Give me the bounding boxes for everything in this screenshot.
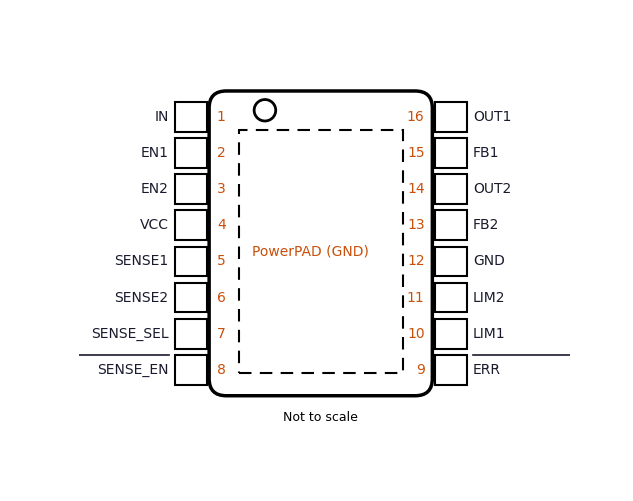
Text: 9: 9 <box>416 363 425 377</box>
Bar <box>435 355 467 385</box>
Text: GND: GND <box>473 255 505 269</box>
FancyBboxPatch shape <box>209 91 432 396</box>
Bar <box>175 283 206 313</box>
Text: LIM1: LIM1 <box>473 327 506 341</box>
Bar <box>175 319 206 349</box>
Bar <box>239 130 403 373</box>
Text: 11: 11 <box>407 291 425 305</box>
Text: 6: 6 <box>217 291 226 305</box>
Bar <box>435 246 467 276</box>
Text: 4: 4 <box>217 218 225 232</box>
Text: 12: 12 <box>407 255 425 269</box>
Text: SENSE1: SENSE1 <box>115 255 168 269</box>
Bar <box>435 319 467 349</box>
Text: ERR: ERR <box>473 363 501 377</box>
Text: 14: 14 <box>407 182 425 196</box>
Text: 8: 8 <box>217 363 226 377</box>
Bar <box>435 283 467 313</box>
Text: 3: 3 <box>217 182 225 196</box>
Text: 2: 2 <box>217 146 225 160</box>
Text: 15: 15 <box>407 146 425 160</box>
Text: Not to scale: Not to scale <box>284 411 358 424</box>
Text: 5: 5 <box>217 255 225 269</box>
Text: OUT1: OUT1 <box>473 110 511 124</box>
Text: EN2: EN2 <box>141 182 168 196</box>
Text: 7: 7 <box>217 327 225 341</box>
Text: SENSE_EN: SENSE_EN <box>97 363 168 377</box>
Text: SENSE2: SENSE2 <box>115 291 168 305</box>
Text: 1: 1 <box>217 110 226 124</box>
Text: 16: 16 <box>407 110 425 124</box>
Text: FB2: FB2 <box>473 218 499 232</box>
Bar <box>175 174 206 204</box>
Text: VCC: VCC <box>140 218 168 232</box>
Text: EN1: EN1 <box>141 146 168 160</box>
Text: FB1: FB1 <box>473 146 499 160</box>
Bar <box>175 210 206 240</box>
Text: 13: 13 <box>407 218 425 232</box>
Bar <box>435 210 467 240</box>
Text: SENSE_SEL: SENSE_SEL <box>91 327 168 341</box>
Bar <box>175 355 206 385</box>
Text: 10: 10 <box>407 327 425 341</box>
Text: PowerPAD (GND): PowerPAD (GND) <box>253 244 370 258</box>
Bar <box>175 246 206 276</box>
Bar <box>435 138 467 168</box>
Text: LIM2: LIM2 <box>473 291 505 305</box>
Bar <box>175 138 206 168</box>
Bar <box>435 174 467 204</box>
Bar <box>435 102 467 132</box>
Text: OUT2: OUT2 <box>473 182 511 196</box>
Text: IN: IN <box>154 110 168 124</box>
Bar <box>175 102 206 132</box>
Circle shape <box>254 100 276 121</box>
